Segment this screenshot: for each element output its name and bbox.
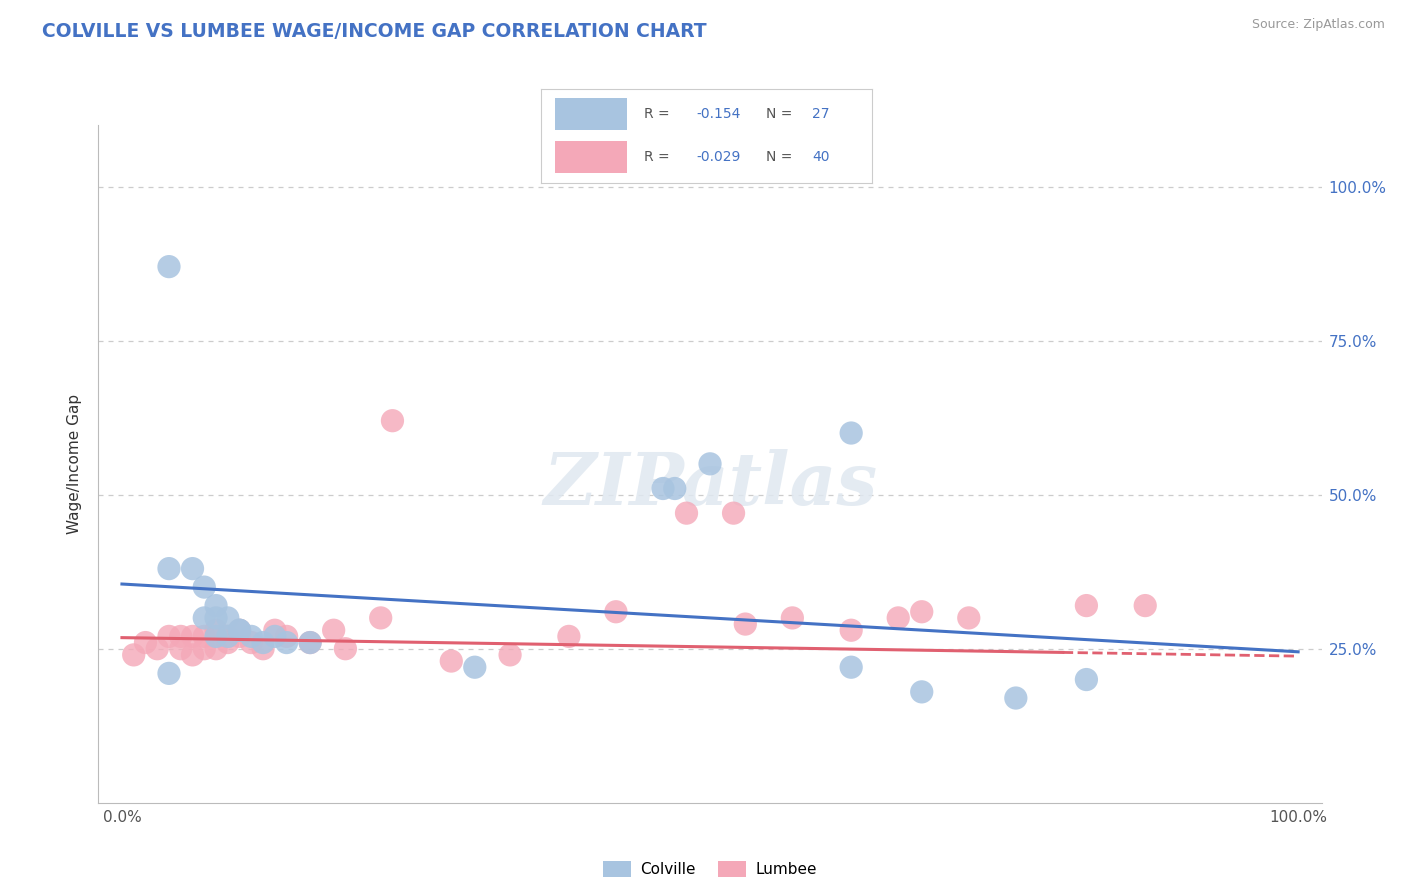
Point <box>664 482 686 496</box>
Point <box>228 624 250 638</box>
Point <box>652 482 675 496</box>
Point <box>322 624 344 638</box>
Point <box>205 611 228 625</box>
Text: ZIPatlas: ZIPatlas <box>543 449 877 520</box>
Point <box>605 605 627 619</box>
Point <box>193 629 215 643</box>
Point <box>839 660 862 674</box>
Point <box>205 624 228 638</box>
Point <box>193 611 215 625</box>
Point <box>675 506 697 520</box>
Point <box>1076 599 1098 613</box>
Point <box>181 629 204 643</box>
Point <box>381 414 404 428</box>
Point <box>134 635 156 649</box>
Point <box>252 635 274 649</box>
Point <box>193 641 215 656</box>
Point <box>887 611 910 625</box>
Point <box>205 629 228 643</box>
Text: -0.029: -0.029 <box>696 150 741 164</box>
Point <box>217 629 239 643</box>
Point <box>957 611 980 625</box>
Point <box>734 617 756 632</box>
Point <box>335 641 357 656</box>
Point <box>240 635 263 649</box>
Bar <box>554 97 627 130</box>
Point <box>157 561 180 575</box>
Point <box>157 260 180 274</box>
Point <box>299 635 322 649</box>
Point <box>276 629 298 643</box>
Point <box>217 629 239 643</box>
Point <box>240 629 263 643</box>
Text: Source: ZipAtlas.com: Source: ZipAtlas.com <box>1251 18 1385 31</box>
Text: 40: 40 <box>813 150 830 164</box>
Point <box>228 624 250 638</box>
Point <box>839 624 862 638</box>
Text: COLVILLE VS LUMBEE WAGE/INCOME GAP CORRELATION CHART: COLVILLE VS LUMBEE WAGE/INCOME GAP CORRE… <box>42 22 707 41</box>
Point <box>499 648 522 662</box>
Point <box>157 666 180 681</box>
Point <box>181 561 204 575</box>
Point <box>558 629 581 643</box>
Text: -0.154: -0.154 <box>696 107 741 121</box>
Legend: Colville, Lumbee: Colville, Lumbee <box>598 855 823 883</box>
Point <box>205 599 228 613</box>
Point <box>782 611 804 625</box>
Point <box>464 660 486 674</box>
Point <box>228 624 250 638</box>
Point <box>1004 691 1026 706</box>
Point <box>193 580 215 594</box>
Point <box>370 611 392 625</box>
Y-axis label: Wage/Income Gap: Wage/Income Gap <box>67 393 83 534</box>
Point <box>252 641 274 656</box>
Point <box>263 624 285 638</box>
Point <box>146 641 169 656</box>
Bar <box>554 141 627 173</box>
Point <box>170 629 193 643</box>
Point <box>911 685 934 699</box>
Point <box>839 425 862 440</box>
Text: N =: N = <box>766 107 793 121</box>
Point <box>217 611 239 625</box>
Point <box>181 648 204 662</box>
Point <box>217 635 239 649</box>
Point <box>228 629 250 643</box>
Point <box>122 648 145 662</box>
Point <box>911 605 934 619</box>
Point <box>440 654 463 668</box>
Point <box>699 457 721 471</box>
Point <box>205 629 228 643</box>
Point <box>157 629 180 643</box>
Text: R =: R = <box>644 150 669 164</box>
Point <box>299 635 322 649</box>
Text: 27: 27 <box>813 107 830 121</box>
Point <box>276 635 298 649</box>
Point <box>263 629 285 643</box>
Point <box>1076 673 1098 687</box>
Point <box>723 506 745 520</box>
Text: R =: R = <box>644 107 669 121</box>
Point <box>1135 599 1157 613</box>
Text: N =: N = <box>766 150 793 164</box>
Point <box>170 641 193 656</box>
Point <box>205 641 228 656</box>
